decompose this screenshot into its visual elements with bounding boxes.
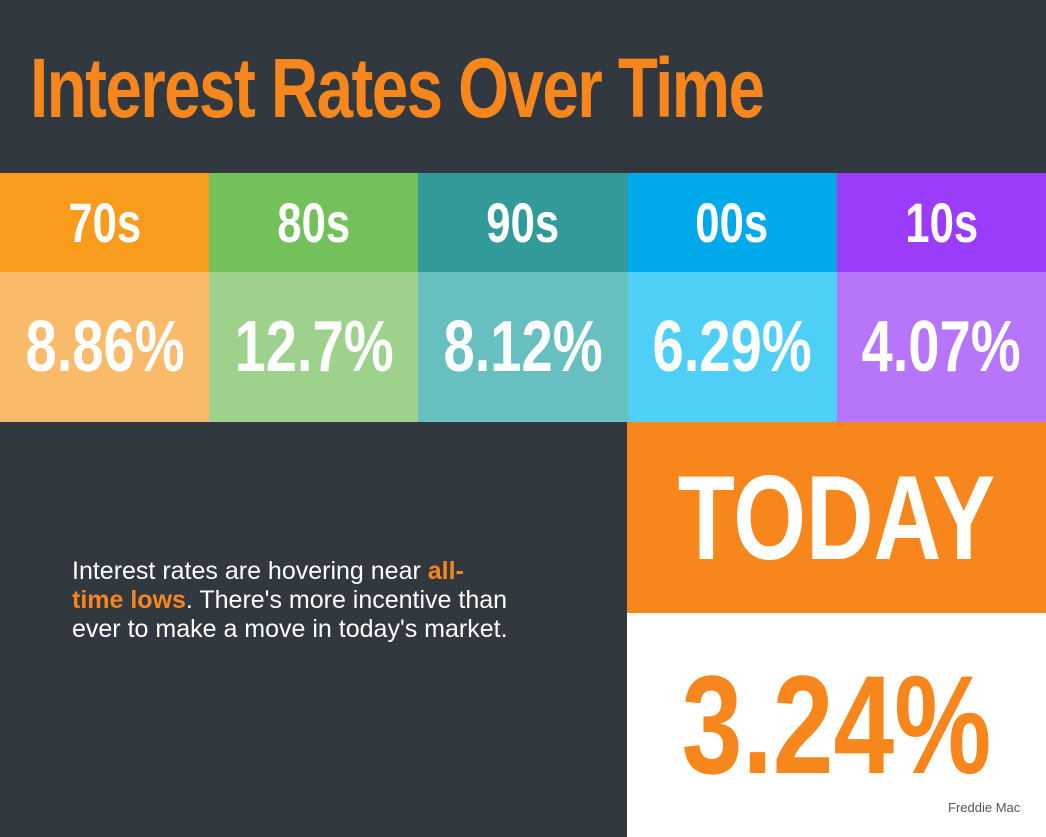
decade-label: 90s bbox=[486, 191, 560, 254]
decade-rate-cell: 4.07% bbox=[836, 272, 1046, 422]
decade-label: 80s bbox=[277, 191, 351, 254]
decade-rate: 8.12% bbox=[443, 307, 603, 387]
decade-label-cell: 10s bbox=[836, 173, 1046, 272]
today-rate-panel: 3.24% bbox=[627, 613, 1046, 837]
decade-rate-cell: 8.12% bbox=[418, 272, 628, 422]
decade-rate: 6.29% bbox=[652, 307, 812, 387]
decade-label: 70s bbox=[68, 191, 142, 254]
message: Interest rates are hovering near all-tim… bbox=[72, 557, 512, 644]
decade-label-cell: 70s bbox=[0, 173, 210, 272]
decade-label: 10s bbox=[904, 191, 978, 254]
decade-label-cell: 00s bbox=[627, 173, 837, 272]
decade-rate: 12.7% bbox=[234, 307, 394, 387]
decade-rate: 4.07% bbox=[861, 307, 1022, 387]
decade-rate-cell: 12.7% bbox=[209, 272, 419, 422]
message-text: . There's more incentive than ever to ma… bbox=[72, 586, 508, 643]
decade-label-cell: 90s bbox=[418, 173, 628, 272]
message-highlight: all-time lows bbox=[72, 557, 464, 614]
title: Interest Rates Over Time bbox=[30, 41, 765, 135]
decade-rate-cell: 8.86% bbox=[0, 272, 210, 422]
today-rate: 3.24% bbox=[681, 646, 992, 803]
message-text: Interest rates are hovering near bbox=[72, 557, 428, 585]
decade-label-cell: 80s bbox=[209, 173, 419, 272]
decade-rate: 8.86% bbox=[24, 307, 185, 387]
today-panel: TODAY bbox=[627, 422, 1046, 613]
source: Freddie Mac bbox=[948, 800, 1021, 815]
decade-label: 00s bbox=[695, 191, 769, 254]
decade-rate-cell: 6.29% bbox=[627, 272, 837, 422]
today-label: TODAY bbox=[677, 450, 996, 585]
